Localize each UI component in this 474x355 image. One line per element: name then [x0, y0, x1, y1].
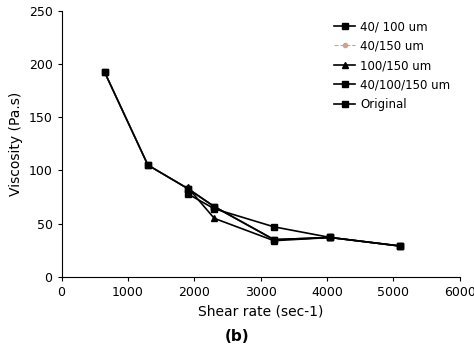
Original [102, 70, 108, 75]
40/150 um [211, 204, 217, 209]
100/150 um [211, 216, 217, 220]
100/150 um [185, 185, 191, 190]
40/150 um [271, 237, 277, 242]
40/ 100 um [185, 186, 191, 191]
40/100/150 um [271, 225, 277, 229]
Original [271, 237, 277, 242]
40/ 100 um [102, 70, 108, 75]
40/150 um [102, 70, 108, 75]
40/ 100 um [328, 235, 333, 240]
40/150 um [185, 186, 191, 191]
Line: 100/150 um: 100/150 um [184, 184, 334, 244]
40/ 100 um [145, 163, 151, 167]
Original [185, 186, 191, 191]
Original [328, 235, 333, 240]
Original [211, 204, 217, 209]
Y-axis label: Viscosity (Pa.s): Viscosity (Pa.s) [9, 92, 23, 196]
100/150 um [328, 235, 333, 240]
40/150 um [145, 163, 151, 167]
Legend: 40/ 100 um, 40/150 um, 100/150 um, 40/100/150 um, Original: 40/ 100 um, 40/150 um, 100/150 um, 40/10… [331, 17, 454, 115]
Line: 40/ 100 um: 40/ 100 um [102, 70, 403, 249]
Text: (b): (b) [225, 329, 249, 344]
100/150 um [271, 239, 277, 243]
Line: 40/100/150 um: 40/100/150 um [185, 191, 403, 249]
Line: Original: Original [102, 70, 403, 249]
Original [145, 163, 151, 167]
40/ 100 um [397, 244, 403, 248]
40/ 100 um [271, 237, 277, 242]
40/100/150 um [211, 207, 217, 211]
40/100/150 um [328, 235, 333, 240]
40/ 100 um [211, 204, 217, 209]
X-axis label: Shear rate (sec-1): Shear rate (sec-1) [198, 305, 323, 318]
Original [397, 244, 403, 248]
40/100/150 um [185, 192, 191, 196]
40/100/150 um [397, 244, 403, 248]
Line: 40/150 um: 40/150 um [103, 70, 276, 242]
